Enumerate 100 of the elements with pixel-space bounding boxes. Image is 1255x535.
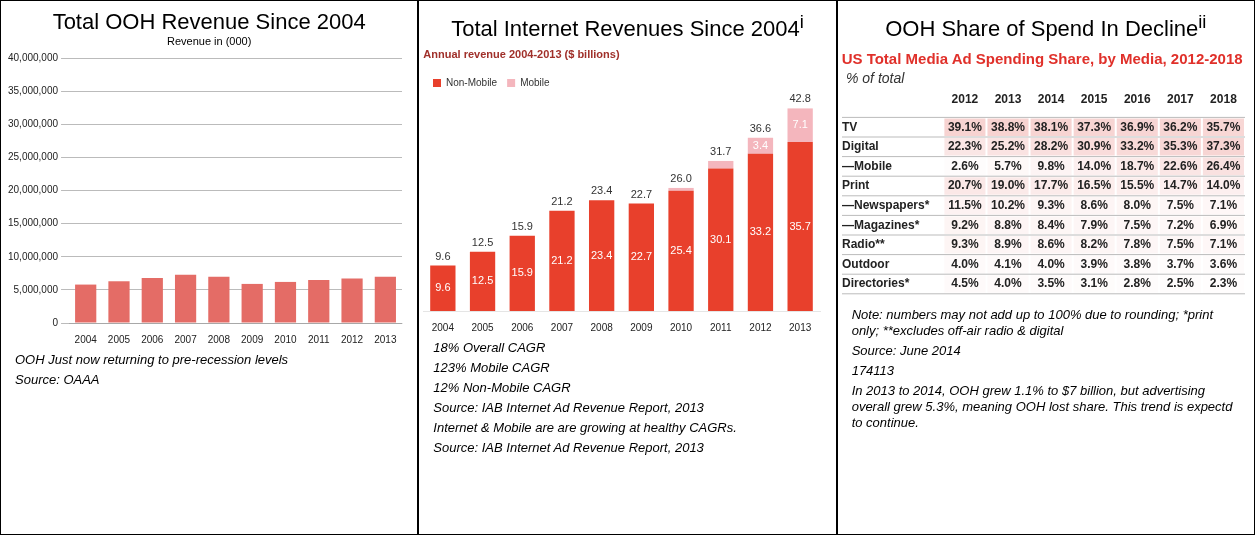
y-axis-title: % of total: [845, 70, 905, 87]
data-label: 39.1%: [947, 119, 982, 134]
text: Internet & Mobile are are growing at healthy CAGRs.: [433, 420, 738, 437]
data-label: 7.1%: [1209, 198, 1238, 213]
x-tick-label: 2006: [511, 322, 535, 334]
data-label: 26.4%: [1206, 159, 1241, 174]
data-label: 3.6%: [1209, 257, 1238, 272]
data-label: 4.1%: [993, 257, 1022, 272]
bar: [174, 274, 197, 323]
data-label: 36.9%: [1119, 119, 1155, 134]
x-tick-label: 2004: [432, 322, 455, 334]
x-tick-label: 2013: [994, 91, 1022, 106]
y-tick-label: —Magazines*: [841, 217, 920, 232]
total-label: 15.9: [511, 220, 534, 233]
bar: [748, 154, 774, 312]
total-label: 23.4: [591, 184, 613, 197]
y-tick-label: 15,000,000: [7, 217, 59, 229]
data-label: 28.2%: [1033, 139, 1069, 154]
y-tick-label: 5,000,000: [13, 283, 59, 295]
data-label: 21.2: [551, 254, 573, 267]
data-label: 9.3%: [1037, 198, 1065, 213]
x-tick-label: 2008: [590, 322, 614, 334]
data-label: 7.5%: [1166, 237, 1195, 252]
source-note: Source: June 2014: [851, 343, 962, 360]
x-tick-label: 2013: [374, 333, 397, 345]
bar: [308, 279, 330, 323]
source-note: Source: IAB Internet Ad Revenue Report, 2013: [433, 400, 705, 417]
bar: [787, 142, 814, 312]
data-label: 23.4: [591, 248, 613, 261]
x-tick-label: 2008: [207, 333, 231, 345]
chart-subtitle: Revenue in (000): [165, 35, 253, 47]
x-tick-label: 2012: [340, 333, 364, 345]
data-label: 5.7%: [993, 159, 1022, 174]
data-label: 7.1%: [1209, 237, 1238, 252]
bar: [708, 161, 734, 169]
y-tick-label: TV: [841, 119, 857, 134]
bar: [629, 203, 655, 312]
y-tick-label: Outdoor: [841, 257, 890, 272]
data-label: 9.3%: [950, 237, 979, 252]
x-tick-label: 2006: [141, 333, 164, 345]
x-tick-label: 2011: [710, 322, 733, 334]
data-label: 7.9%: [1080, 217, 1108, 232]
bar: [589, 200, 615, 312]
text: 174113: [851, 363, 896, 380]
data-label: 35.3%: [1163, 139, 1198, 154]
x-tick-label: 2012: [951, 91, 979, 106]
y-tick-label: Radio**: [841, 237, 885, 252]
x-tick-label: 2005: [107, 333, 131, 345]
x-tick-label: 2009: [630, 322, 654, 334]
legend-label: Non-Mobile: [446, 77, 498, 89]
y-tick-label: Print: [841, 178, 869, 193]
text: Note: numbers may not add up to 100% due to rounding; *print only; **excludes off-air radio & digital: [851, 307, 1215, 340]
bar: [549, 210, 575, 312]
text: OOH Just now returning to pre-recession levels: [15, 352, 290, 368]
data-label: 8.9%: [993, 237, 1022, 252]
y-tick-label: 20,000,000: [7, 184, 59, 196]
x-tick-label: 2007: [174, 333, 198, 345]
data-label: 4.5%: [950, 276, 979, 291]
text: 123% Mobile CAGR: [433, 360, 551, 377]
source-note: Source: OAAA: [15, 372, 101, 388]
x-tick-label: 2013: [789, 322, 813, 334]
data-label: 33.2%: [1119, 139, 1155, 154]
x-tick-label: 2012: [749, 322, 773, 334]
bar: [668, 191, 695, 312]
bar: [208, 276, 230, 323]
bar: [274, 281, 297, 323]
total-label: 21.2: [551, 195, 573, 208]
data-label: 3.5%: [1037, 276, 1065, 291]
x-tick-label: 2011: [308, 333, 330, 345]
bar: [108, 281, 130, 323]
data-label: 37.3%: [1206, 139, 1241, 154]
x-tick-label: 2010: [670, 322, 693, 334]
total-label: 22.7: [630, 187, 653, 200]
total-label: 9.6: [435, 249, 451, 262]
y-tick-label: Directories*: [841, 276, 910, 291]
data-label: 14.0%: [1206, 178, 1241, 193]
total-label: 42.8: [789, 92, 812, 105]
data-label: 3.8%: [1123, 257, 1151, 272]
data-label: 8.0%: [1123, 198, 1151, 213]
data-label: 18.7%: [1119, 159, 1155, 174]
x-tick-label: 2010: [274, 333, 298, 345]
source-note: Source: IAB Internet Ad Revenue Report, 2013: [433, 440, 705, 457]
chart-title: Total OOH Revenue Since 2004: [51, 9, 367, 35]
y-tick-label: 35,000,000: [7, 84, 59, 96]
text: In 2013 to 2014, OOH grew 1.1% to $7 billion, but advertising overall grew 5.3%, meaning OOH lost share. This trend is expectd to continue.: [851, 383, 1234, 432]
data-label: 7.8%: [1123, 237, 1151, 252]
data-label: 4.0%: [993, 276, 1022, 291]
chart-subtitle: Annual revenue 2004-2013 ($ billions): [423, 48, 621, 61]
y-tick-label: 0: [52, 316, 59, 328]
data-label: 22.3%: [947, 139, 982, 154]
data-label: 22.7: [630, 250, 653, 263]
data-label: 6.9%: [1209, 217, 1238, 232]
data-label: 8.8%: [993, 217, 1022, 232]
data-label: 4.0%: [950, 257, 979, 272]
total-label: 31.7: [710, 145, 732, 158]
data-label: 38.8%: [990, 119, 1025, 134]
data-label: 10.2%: [990, 198, 1025, 213]
data-label: 7.5%: [1166, 198, 1195, 213]
bar: [75, 284, 97, 323]
data-label: 17.7%: [1033, 178, 1069, 193]
